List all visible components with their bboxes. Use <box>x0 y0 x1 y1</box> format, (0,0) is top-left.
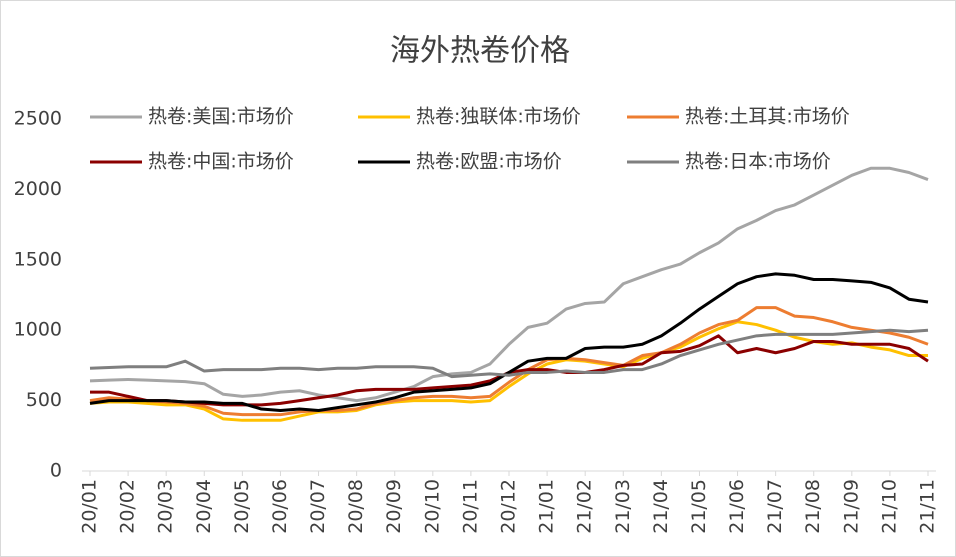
x-tick-label: 21/04 <box>650 479 672 534</box>
x-tick-label: 21/03 <box>612 479 634 534</box>
y-tick-label: 2000 <box>14 178 62 200</box>
legend-label: 热卷:中国:市场价 <box>148 151 294 173</box>
x-tick-label: 21/08 <box>802 479 824 534</box>
x-tick-label: 20/01 <box>79 479 101 534</box>
x-tick-label: 21/01 <box>536 479 558 534</box>
x-tick-label: 21/10 <box>878 479 900 534</box>
legend-label: 热卷:土耳其:市场价 <box>685 106 850 128</box>
y-tick-label: 1000 <box>14 319 62 341</box>
x-tick-label: 20/10 <box>421 479 443 534</box>
x-tick-label: 20/07 <box>307 479 329 534</box>
x-tick-label: 20/12 <box>498 479 520 534</box>
series-line <box>89 328 929 379</box>
x-tick-label: 21/02 <box>574 479 596 534</box>
y-tick-label: 2500 <box>14 108 62 130</box>
x-tick-label: 20/11 <box>459 479 481 534</box>
x-tick-label: 21/05 <box>688 479 710 534</box>
y-tick-label: 500 <box>26 389 62 411</box>
x-tick-label: 21/11 <box>917 479 939 534</box>
y-tick-label: 1500 <box>14 248 62 270</box>
legend-label: 热卷:独联体:市场价 <box>416 106 581 128</box>
series-line <box>89 272 929 412</box>
series-line <box>89 306 929 417</box>
series-line <box>89 166 929 403</box>
x-tick-label: 20/03 <box>155 479 177 534</box>
x-tick-label: 21/09 <box>840 479 862 534</box>
x-tick-label: 20/04 <box>193 479 215 534</box>
x-tick-label: 20/08 <box>345 479 367 534</box>
chart-title: 海外热卷价格 <box>390 34 570 69</box>
x-tick-label: 20/09 <box>383 479 405 534</box>
legend-label: 热卷:欧盟:市场价 <box>416 151 562 173</box>
legend-label: 热卷:日本:市场价 <box>685 151 831 173</box>
legend-label: 热卷:美国:市场价 <box>148 106 294 128</box>
x-tick-label: 21/07 <box>764 479 786 534</box>
x-tick-label: 20/02 <box>117 479 139 534</box>
y-tick-label: 0 <box>50 460 62 482</box>
x-tick-label: 20/06 <box>269 479 291 534</box>
x-tick-label: 21/06 <box>726 479 748 534</box>
x-tick-label: 20/05 <box>231 479 253 534</box>
